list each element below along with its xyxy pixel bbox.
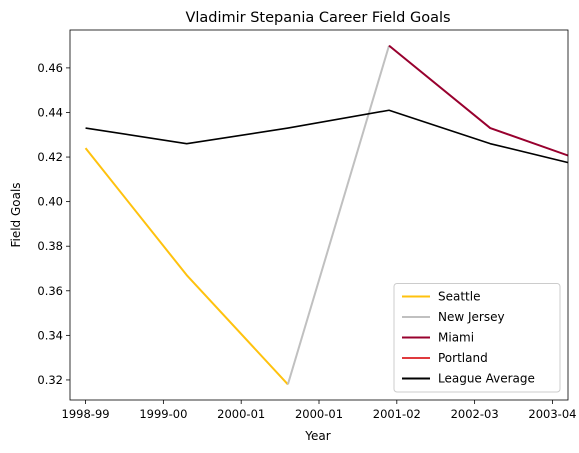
- y-tick-label: 0.36: [37, 284, 63, 298]
- y-tick-label: 0.34: [37, 328, 63, 342]
- series-line-seattle: [84, 147, 289, 386]
- x-tick-label: 1999-00: [139, 407, 187, 421]
- y-tick-label: 0.32: [37, 373, 63, 387]
- legend-label-seattle: Seattle: [438, 290, 480, 304]
- series-line-miami: [388, 44, 568, 157]
- y-tick-label: 0.38: [37, 239, 63, 253]
- legend: Seattle New Jersey Miami Portland League Ave…: [393, 283, 561, 393]
- y-tick-label: 0.40: [37, 195, 63, 209]
- legend-label-league-average: League Average: [438, 372, 535, 386]
- x-tick-label: 2002-03: [451, 407, 499, 421]
- x-tick-label: 2003-04: [528, 407, 576, 421]
- x-tick-label: 2001-02: [373, 407, 421, 421]
- chart-title: Vladimir Stepania Career Field Goals: [185, 10, 450, 26]
- legend-box: [393, 283, 561, 393]
- series-line-new-jersey: [286, 45, 390, 385]
- x-axis-label: Year: [304, 429, 330, 443]
- legend-label-new-jersey: New Jersey: [438, 310, 505, 324]
- y-tick-label: 0.44: [37, 105, 63, 119]
- legend-label-portland: Portland: [438, 351, 488, 365]
- y-axis-label: Field Goals: [9, 182, 23, 247]
- legend-label-miami: Miami: [438, 331, 474, 345]
- x-tick-label: 1998-99: [62, 407, 110, 421]
- x-tick-label: 2000-01: [295, 407, 343, 421]
- series-line-league-average: [85, 109, 568, 164]
- y-tick-label: 0.42: [37, 150, 63, 164]
- plot-frame: [69, 29, 569, 401]
- y-tick-label: 0.46: [37, 61, 63, 75]
- x-tick-label: 2000-01: [217, 407, 265, 421]
